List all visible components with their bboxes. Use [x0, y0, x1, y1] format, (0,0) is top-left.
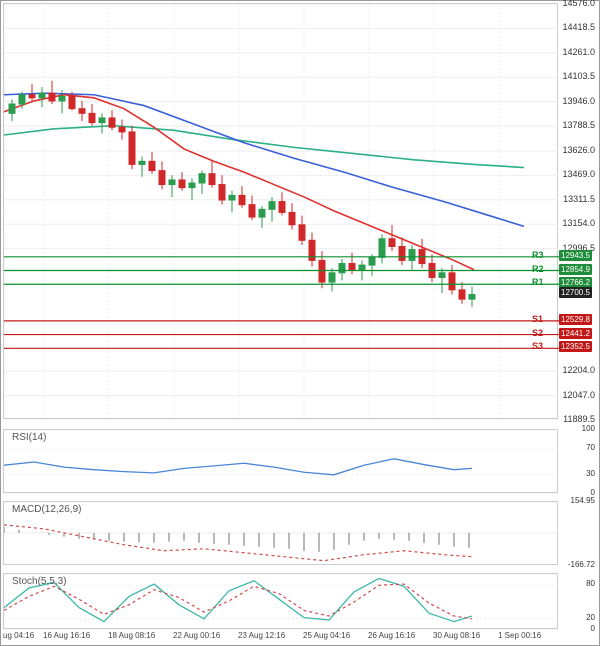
stoch-svg [4, 574, 559, 630]
price-badge: 12700.5 [559, 287, 592, 298]
time-x-axis: ug 04:1616 Aug 16:1618 Aug 08:1622 Aug 0… [3, 631, 599, 645]
price-chart-svg [4, 4, 559, 420]
sr-badge-S1: 12529.8 [559, 314, 592, 325]
sr-badge-S3: 12352.5 [559, 341, 592, 352]
macd-svg [4, 502, 559, 566]
macd-label: MACD(12,26,9) [12, 504, 81, 515]
sr-label-R2: R2 [532, 264, 544, 274]
macd-y-axis: 154.95-166.72 [557, 501, 597, 565]
sr-badge-R2: 12854.9 [559, 264, 592, 275]
price-y-axis: 14576.014418.514261.014103.513946.013788… [557, 3, 597, 419]
rsi-svg [4, 430, 559, 494]
rsi-label: RSI(14) [12, 432, 46, 443]
rsi-y-axis: 10070300 [557, 429, 597, 493]
sr-label-S1: S1 [532, 314, 543, 324]
stoch-label: Stoch(5,5,3) [12, 576, 66, 587]
price-chart-panel[interactable] [3, 3, 558, 419]
sr-badge-S2: 12441.2 [559, 328, 592, 339]
sr-label-R1: R1 [532, 277, 544, 287]
macd-panel[interactable]: MACD(12,26,9) [3, 501, 558, 565]
stoch-panel[interactable]: Stoch(5,5,3) [3, 573, 558, 629]
sr-label-S2: S2 [532, 328, 543, 338]
sr-label-S3: S3 [532, 341, 543, 351]
rsi-panel[interactable]: RSI(14) [3, 429, 558, 493]
stoch-y-axis: 80200 [557, 573, 597, 629]
sr-badge-R3: 12943.5 [559, 250, 592, 261]
chart-container: { "main": { "type": "candlestick", "widt… [0, 0, 600, 646]
sr-label-R3: R3 [532, 250, 544, 260]
